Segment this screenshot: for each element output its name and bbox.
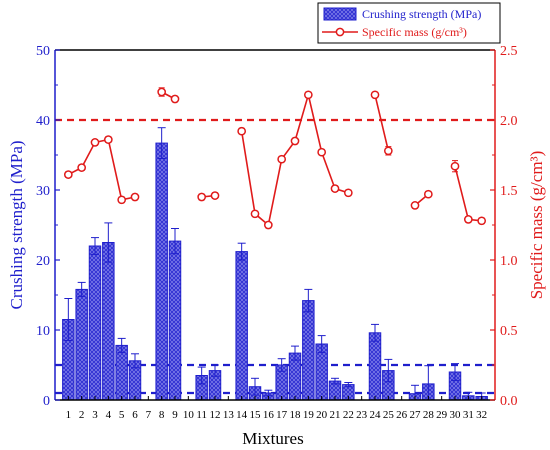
y-axis-right-label: Specific mass (g/cm³) [527,151,546,300]
x-tick-label-11: 11 [196,409,207,421]
x-tick-label-5: 5 [119,409,125,421]
specific-mass-segment-6 [454,166,482,222]
x-tick-label-21: 21 [330,409,341,421]
specific-mass-point-9 [170,94,180,104]
y-left-tick-label-0: 0 [43,394,50,409]
x-tick-label-26: 26 [396,409,408,421]
bar-9 [168,240,182,401]
specific-mass-point-3 [90,138,100,147]
specific-mass-point-5 [117,195,127,205]
x-tick-label-19: 19 [303,409,315,421]
bar-2 [75,288,88,401]
specific-mass-point-15 [250,209,260,219]
specific-mass-point-18 [290,136,300,146]
x-tick-label-25: 25 [383,409,395,421]
specific-mass-point-12 [210,191,220,200]
x-tick-label-29: 29 [436,409,448,421]
x-tick-label-8: 8 [159,409,165,421]
x-tick-label-9: 9 [172,409,178,421]
x-tick-label-23: 23 [356,409,368,421]
y-left-tick-label-20: 20 [36,254,50,269]
y-right-tick-label-2.5: 2.5 [500,44,518,59]
x-tick-label-6: 6 [132,409,138,421]
specific-mass-point-2 [77,163,87,172]
legend-line-marker [335,27,345,37]
x-tick-label-13: 13 [223,409,235,421]
bar-3 [88,245,102,401]
x-tick-label-32: 32 [476,409,487,421]
x-tick-label-2: 2 [79,409,85,421]
specific-mass-point-21 [330,184,340,193]
specific-mass-segment-4 [374,94,390,151]
reference-lines [55,118,495,395]
x-tick-label-1: 1 [66,409,72,421]
x-tick-label-12: 12 [210,409,221,421]
specific-mass-point-24 [370,90,380,100]
bar-8 [155,142,168,401]
specific-mass-point-25 [383,146,393,156]
specific-mass-point-6 [130,192,140,202]
y-left-tick-label-30: 30 [36,184,50,199]
y-right-tick-label-1.0: 1.0 [500,254,518,269]
specific-mass-point-4 [103,135,113,144]
specific-mass-point-28 [423,189,433,199]
x-tick-label-31: 31 [463,409,474,421]
x-tick-label-16: 16 [263,409,275,421]
x-tick-label-20: 20 [316,409,328,421]
specific-mass-point-30 [450,161,460,171]
x-tick-label-17: 17 [276,409,288,421]
specific-mass-point-14 [237,126,247,136]
x-tick-label-27: 27 [410,409,422,421]
specific-mass-point-16 [263,220,273,230]
y-right-tick-label-2.0: 2.0 [500,114,518,129]
legend: Crushing strength (MPa) Specific mass (g… [317,2,501,44]
x-tick-label-3: 3 [92,409,98,421]
y-axis-left-label: Crushing strength (MPa) [7,140,26,309]
x-tick-label-28: 28 [423,409,435,421]
x-tick-label-4: 4 [106,409,112,421]
specific-mass-point-32 [477,216,487,226]
y-right-tick-label-0.0: 0.0 [500,394,518,409]
x-tick-label-22: 22 [343,409,354,421]
legend-bar-swatch [323,7,357,21]
bar-5 [115,344,128,401]
specific-mass-point-17 [277,154,287,164]
specific-mass-point-20 [317,147,327,157]
y-left-tick-label-50: 50 [36,44,50,59]
specific-mass-line [63,87,487,230]
x-tick-label-7: 7 [146,409,152,421]
x-tick-label-15: 15 [250,409,262,421]
y-left-tick-label-10: 10 [36,324,50,339]
crushing-strength-error-bars [64,127,486,400]
specific-mass-point-22 [343,188,353,198]
crushing-strength-bars [62,142,488,401]
y-left-tick-label-40: 40 [36,114,50,129]
specific-mass-point-27 [410,201,420,210]
x-tick-label-14: 14 [236,409,248,421]
bar-19 [302,300,315,401]
bar-24 [368,332,382,401]
x-tick-label-10: 10 [183,409,195,421]
specific-mass-point-31 [463,215,473,224]
specific-mass-point-8 [157,87,167,97]
x-tick-label-18: 18 [290,409,302,421]
y-right-tick-label-0.5: 0.5 [500,324,518,339]
specific-mass-point-19 [303,90,313,100]
x-tick-label-24: 24 [370,409,382,421]
specific-mass-point-11 [197,192,207,202]
x-tick-label-30: 30 [450,409,462,421]
specific-mass-point-1 [63,170,73,179]
legend-bar-label: Crushing strength (MPa) [362,7,481,21]
bar-14 [235,251,248,401]
specific-mass-segment-3 [240,91,349,227]
legend-line-label: Specific mass (g/cm³) [362,25,467,39]
y-right-tick-label-1.5: 1.5 [500,184,518,199]
x-axis-label: Mixtures [242,429,303,448]
bar-4 [102,242,115,401]
